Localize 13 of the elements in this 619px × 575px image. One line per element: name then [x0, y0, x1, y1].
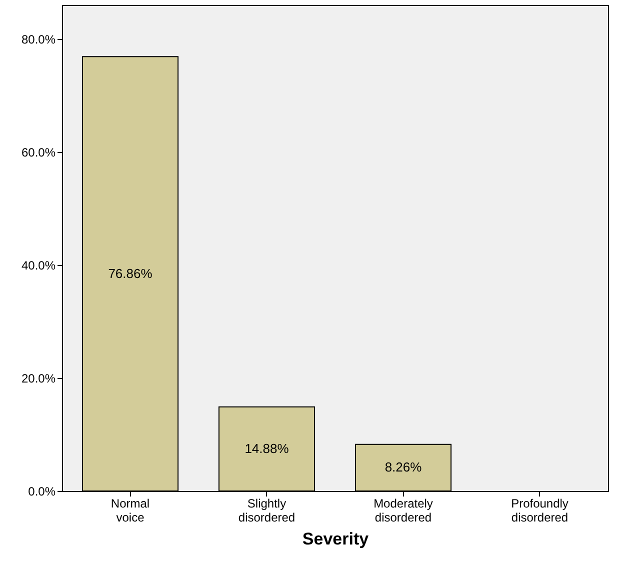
x-tick-label: Normal voice — [110, 496, 150, 524]
x-axis-title: Severity — [302, 530, 370, 548]
data-label: 14.88% — [244, 440, 290, 456]
x-tick-label: Moderately disordered — [374, 496, 433, 524]
data-label: 8.26% — [384, 460, 422, 475]
y-tick-label: 80.0% — [21, 32, 56, 46]
y-tick-label: 40.0% — [21, 258, 56, 272]
x-tick-label: Profoundly disordered — [511, 496, 568, 524]
y-tick-label: 20.0% — [21, 371, 56, 386]
data-label: 76.86% — [108, 266, 153, 281]
y-tick-label: 0.0% — [28, 484, 56, 498]
x-tick-label: Slightly disordered — [238, 496, 296, 524]
y-tick-label: 60.0% — [21, 145, 56, 160]
